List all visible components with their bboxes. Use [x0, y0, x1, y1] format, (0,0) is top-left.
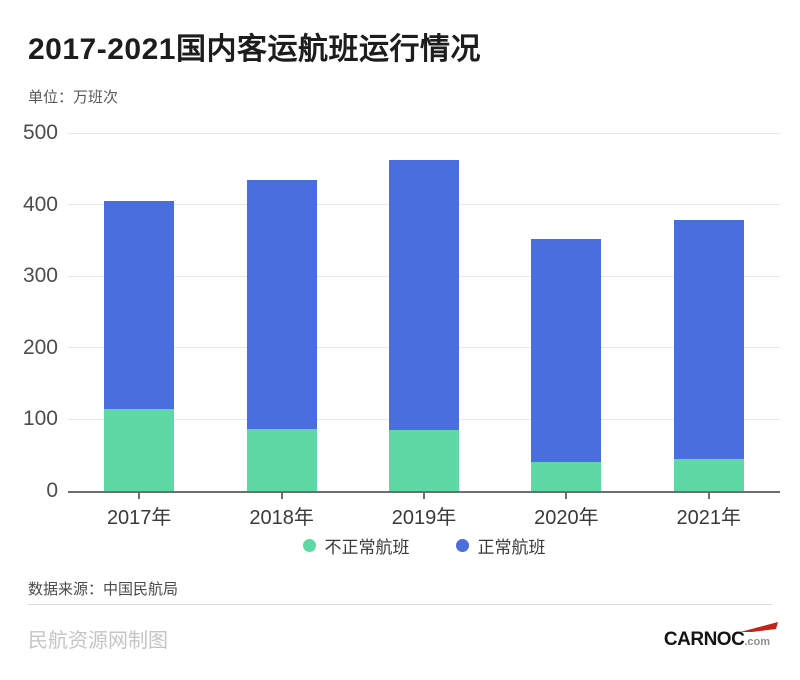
chart-title: 2017-2021国内客运航班运行情况 — [28, 33, 481, 66]
bar-segment-normal-flights — [389, 160, 459, 431]
divider-line — [28, 604, 772, 605]
x-tick-label: 2019年 — [391, 507, 457, 529]
carnoc-logo: CARNOC .com — [663, 622, 778, 651]
unit-label: 单位：万班次 — [28, 89, 119, 106]
x-tick-mark — [707, 493, 710, 499]
legend-label-abnormal-flights: 不正常航班 — [324, 538, 410, 557]
bar-2020 — [531, 238, 602, 491]
x-axis-line — [68, 491, 780, 493]
legend: 不正常航班 正常航班 — [68, 533, 780, 558]
legend-dot-abnormal-flights — [302, 539, 316, 552]
legend-label-normal-flights: 正常航班 — [477, 538, 546, 557]
y-tick-label: 100 — [22, 407, 58, 431]
x-tick-label: 2017年 — [106, 507, 172, 529]
bar-segment-normal-flights — [104, 201, 175, 409]
y-tick-label: 300 — [22, 264, 58, 288]
y-axis: 0 100 200 300 400 500 — [16, 121, 58, 502]
x-tick-label: 2021年 — [676, 507, 742, 529]
x-tick-mark — [423, 493, 425, 499]
carnoc-logo-suffix: .com — [744, 636, 770, 648]
legend-dot-normal-flights — [455, 539, 469, 552]
bar-2019 — [389, 160, 459, 491]
carnoc-wing-icon — [740, 622, 778, 632]
gridline-500 — [68, 132, 780, 134]
x-tick-label: 2020年 — [534, 507, 599, 529]
x-tick-mark — [138, 493, 141, 499]
bar-2017 — [104, 201, 175, 491]
y-tick-label: 200 — [22, 335, 58, 359]
plot-area — [68, 132, 780, 499]
bar-segment-normal-flights — [531, 238, 602, 463]
bar-2021 — [673, 220, 744, 491]
x-tick-mark — [565, 493, 568, 499]
bar-2018 — [246, 180, 317, 491]
y-tick-label: 0 — [46, 479, 58, 502]
x-tick-mark — [280, 493, 283, 499]
legend-item-normal-flights: 正常航班 — [455, 533, 546, 558]
bar-segment-abnormal-flights — [246, 429, 317, 491]
bar-segment-abnormal-flights — [104, 408, 175, 491]
carnoc-logo-text: CARNOC — [663, 629, 745, 650]
y-tick-label: 500 — [22, 121, 58, 144]
x-tick-label: 2018年 — [249, 507, 314, 529]
bar-segment-normal-flights — [673, 220, 744, 459]
credit-label: 民航资源网制图 — [28, 630, 168, 652]
y-tick-label: 400 — [22, 192, 58, 216]
bar-segment-abnormal-flights — [673, 458, 744, 491]
bar-segment-abnormal-flights — [531, 462, 602, 491]
x-axis-labels: 2017年 2018年 2019年 2020年 2021年 — [68, 501, 780, 529]
bar-segment-normal-flights — [246, 180, 317, 430]
bar-segment-abnormal-flights — [389, 430, 459, 491]
source-label: 数据来源：中国民航局 — [28, 581, 179, 598]
legend-item-abnormal-flights: 不正常航班 — [302, 533, 410, 558]
